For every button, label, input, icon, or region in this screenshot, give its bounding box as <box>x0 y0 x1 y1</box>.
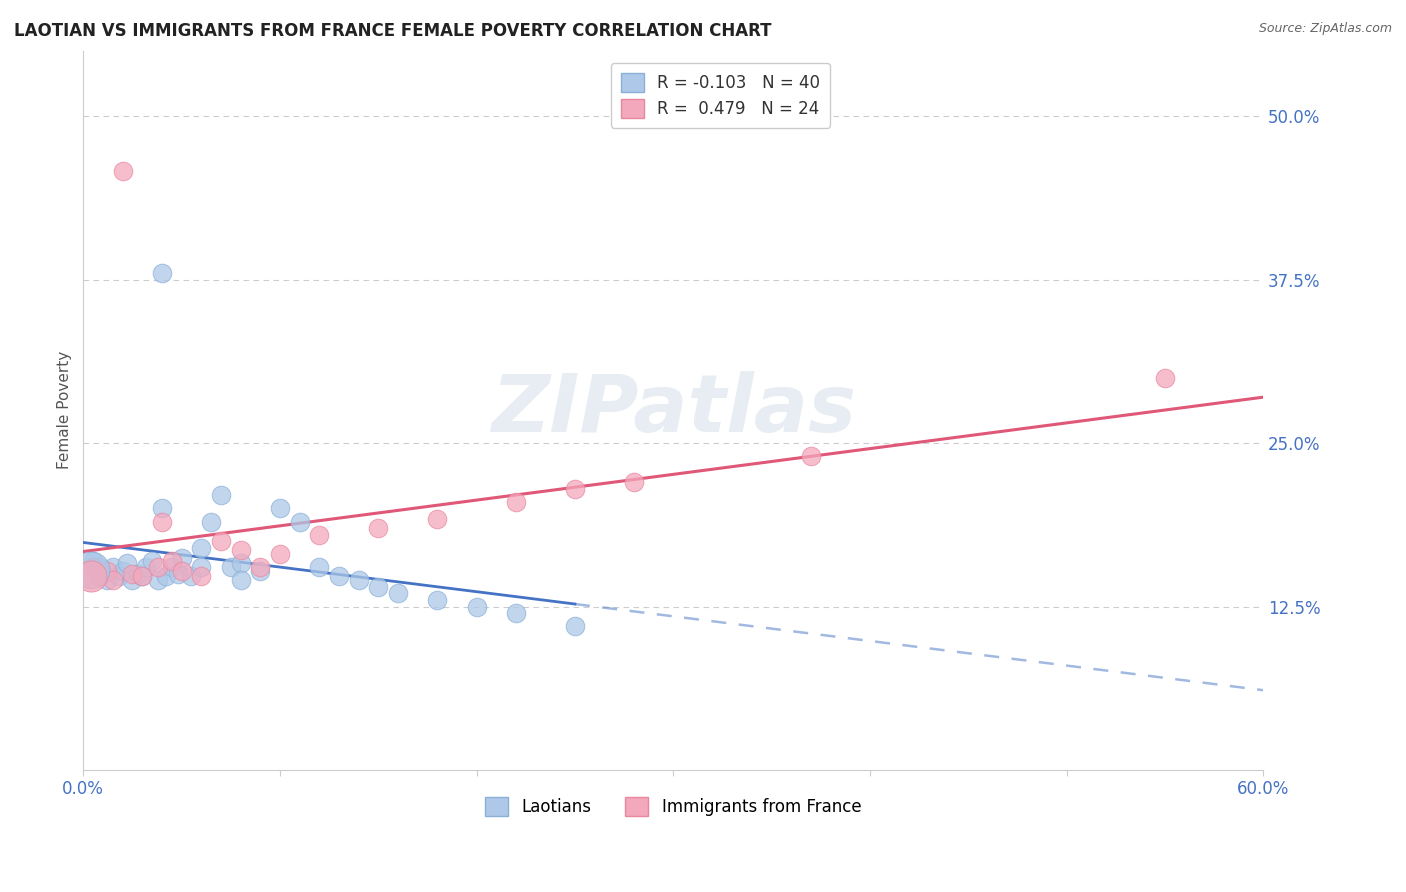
Point <box>209 488 232 502</box>
Point <box>146 560 169 574</box>
Point <box>564 619 586 633</box>
Point <box>190 560 212 574</box>
Point <box>229 557 252 571</box>
Text: Source: ZipAtlas.com: Source: ZipAtlas.com <box>1258 22 1392 36</box>
Point <box>131 569 153 583</box>
Point <box>800 449 823 463</box>
Point <box>96 564 118 578</box>
Point <box>505 606 527 620</box>
Point <box>107 569 129 583</box>
Point <box>269 501 291 516</box>
Point <box>80 563 103 577</box>
Point <box>170 564 193 578</box>
Point <box>146 574 169 588</box>
Point <box>209 534 232 549</box>
Point <box>308 560 330 574</box>
Point <box>121 566 143 581</box>
Legend: Laotians, Immigrants from France: Laotians, Immigrants from France <box>475 787 872 826</box>
Point <box>131 569 153 583</box>
Point <box>347 574 370 588</box>
Point <box>367 521 389 535</box>
Point <box>229 574 252 588</box>
Point <box>155 569 177 583</box>
Point <box>166 566 188 581</box>
Point <box>249 560 271 574</box>
Point <box>170 551 193 566</box>
Point <box>91 566 114 581</box>
Point <box>82 560 104 574</box>
Point <box>101 560 124 574</box>
Point <box>180 569 202 583</box>
Text: LAOTIAN VS IMMIGRANTS FROM FRANCE FEMALE POVERTY CORRELATION CHART: LAOTIAN VS IMMIGRANTS FROM FRANCE FEMALE… <box>14 22 772 40</box>
Text: ZIPatlas: ZIPatlas <box>491 371 856 450</box>
Point <box>269 547 291 561</box>
Point <box>150 515 173 529</box>
Point <box>121 574 143 588</box>
Point <box>82 554 104 568</box>
Point <box>219 560 242 574</box>
Point <box>160 554 183 568</box>
Point <box>190 541 212 555</box>
Point <box>135 560 157 574</box>
Point <box>1154 370 1177 384</box>
Point <box>229 543 252 558</box>
Point <box>190 569 212 583</box>
Point <box>564 482 586 496</box>
Point <box>80 569 103 583</box>
Point <box>87 560 110 574</box>
Point <box>87 569 110 583</box>
Point <box>426 593 449 607</box>
Point <box>150 501 173 516</box>
Point <box>141 554 163 568</box>
Y-axis label: Female Poverty: Female Poverty <box>58 351 72 469</box>
Point <box>160 560 183 574</box>
Point <box>367 580 389 594</box>
Point <box>288 515 311 529</box>
Point <box>308 527 330 541</box>
Point <box>623 475 645 490</box>
Point <box>101 574 124 588</box>
Point <box>111 164 134 178</box>
Point <box>426 512 449 526</box>
Point <box>150 266 173 280</box>
Point <box>111 564 134 578</box>
Point <box>200 515 222 529</box>
Point <box>127 566 149 581</box>
Point <box>96 574 118 588</box>
Point <box>387 586 409 600</box>
Point <box>328 569 350 583</box>
Point <box>505 495 527 509</box>
Point <box>249 564 271 578</box>
Point <box>115 557 138 571</box>
Point <box>465 599 488 614</box>
